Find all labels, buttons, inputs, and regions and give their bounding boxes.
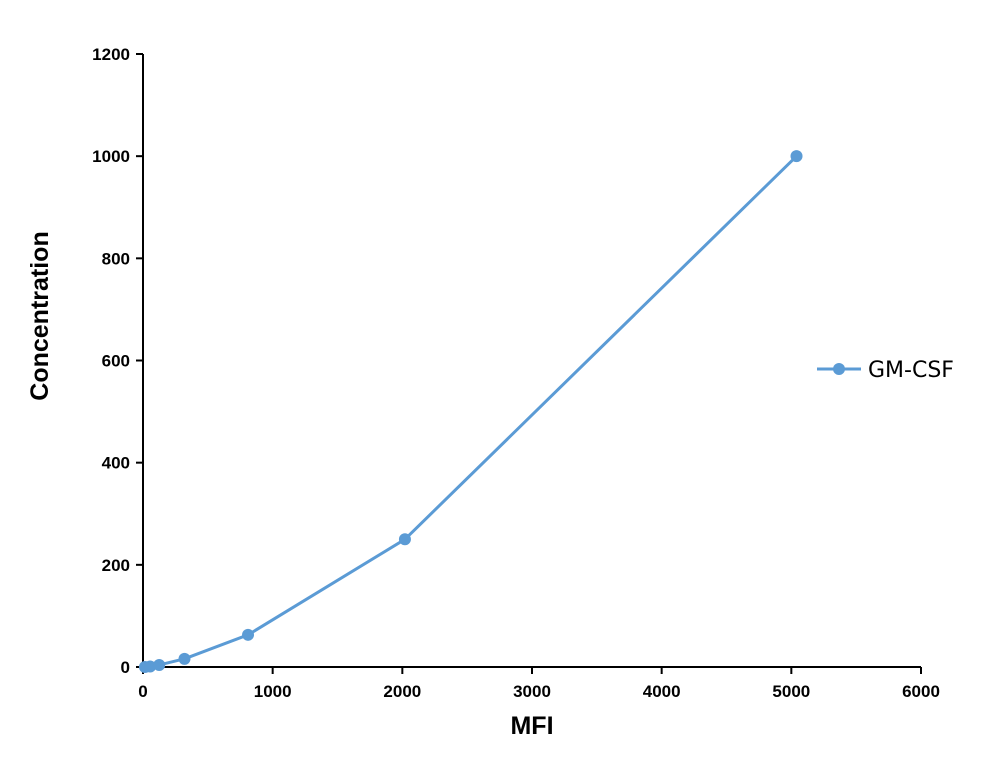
x-axis-title: MFI [510,712,553,740]
x-tick-label: 2000 [383,682,421,701]
x-tick-label: 3000 [513,682,551,701]
data-point [242,628,255,641]
y-tick-label: 1000 [92,147,130,166]
x-tick-label: 0 [138,682,147,701]
y-axis-ticks: 0 200 400 600 800 1000 1200 [92,45,143,677]
legend: GM-CSF [817,358,954,383]
x-tick-label: 1000 [254,682,292,701]
y-axis-title: Concentration [26,231,54,400]
y-tick-label: 400 [102,454,130,473]
y-tick-label: 0 [121,658,130,677]
series-layer [138,150,803,673]
y-tick-label: 800 [102,249,130,268]
data-point [153,658,166,671]
y-tick-label: 600 [102,352,130,371]
x-tick-label: 4000 [643,682,681,701]
legend-marker-swatch [833,363,845,375]
x-tick-label: 6000 [902,682,940,701]
axes [142,54,921,668]
y-tick-label: 200 [102,556,130,575]
series-line-gm-csf [144,155,798,669]
data-point [790,150,803,163]
data-point [398,533,411,546]
x-axis-ticks: 0 1000 2000 3000 4000 5000 6000 [138,667,940,701]
data-point [144,660,157,673]
data-point [178,652,191,665]
x-tick-label: 5000 [772,682,810,701]
y-tick-label: 1200 [92,45,130,64]
legend-label-gm-csf: GM-CSF [868,358,954,383]
